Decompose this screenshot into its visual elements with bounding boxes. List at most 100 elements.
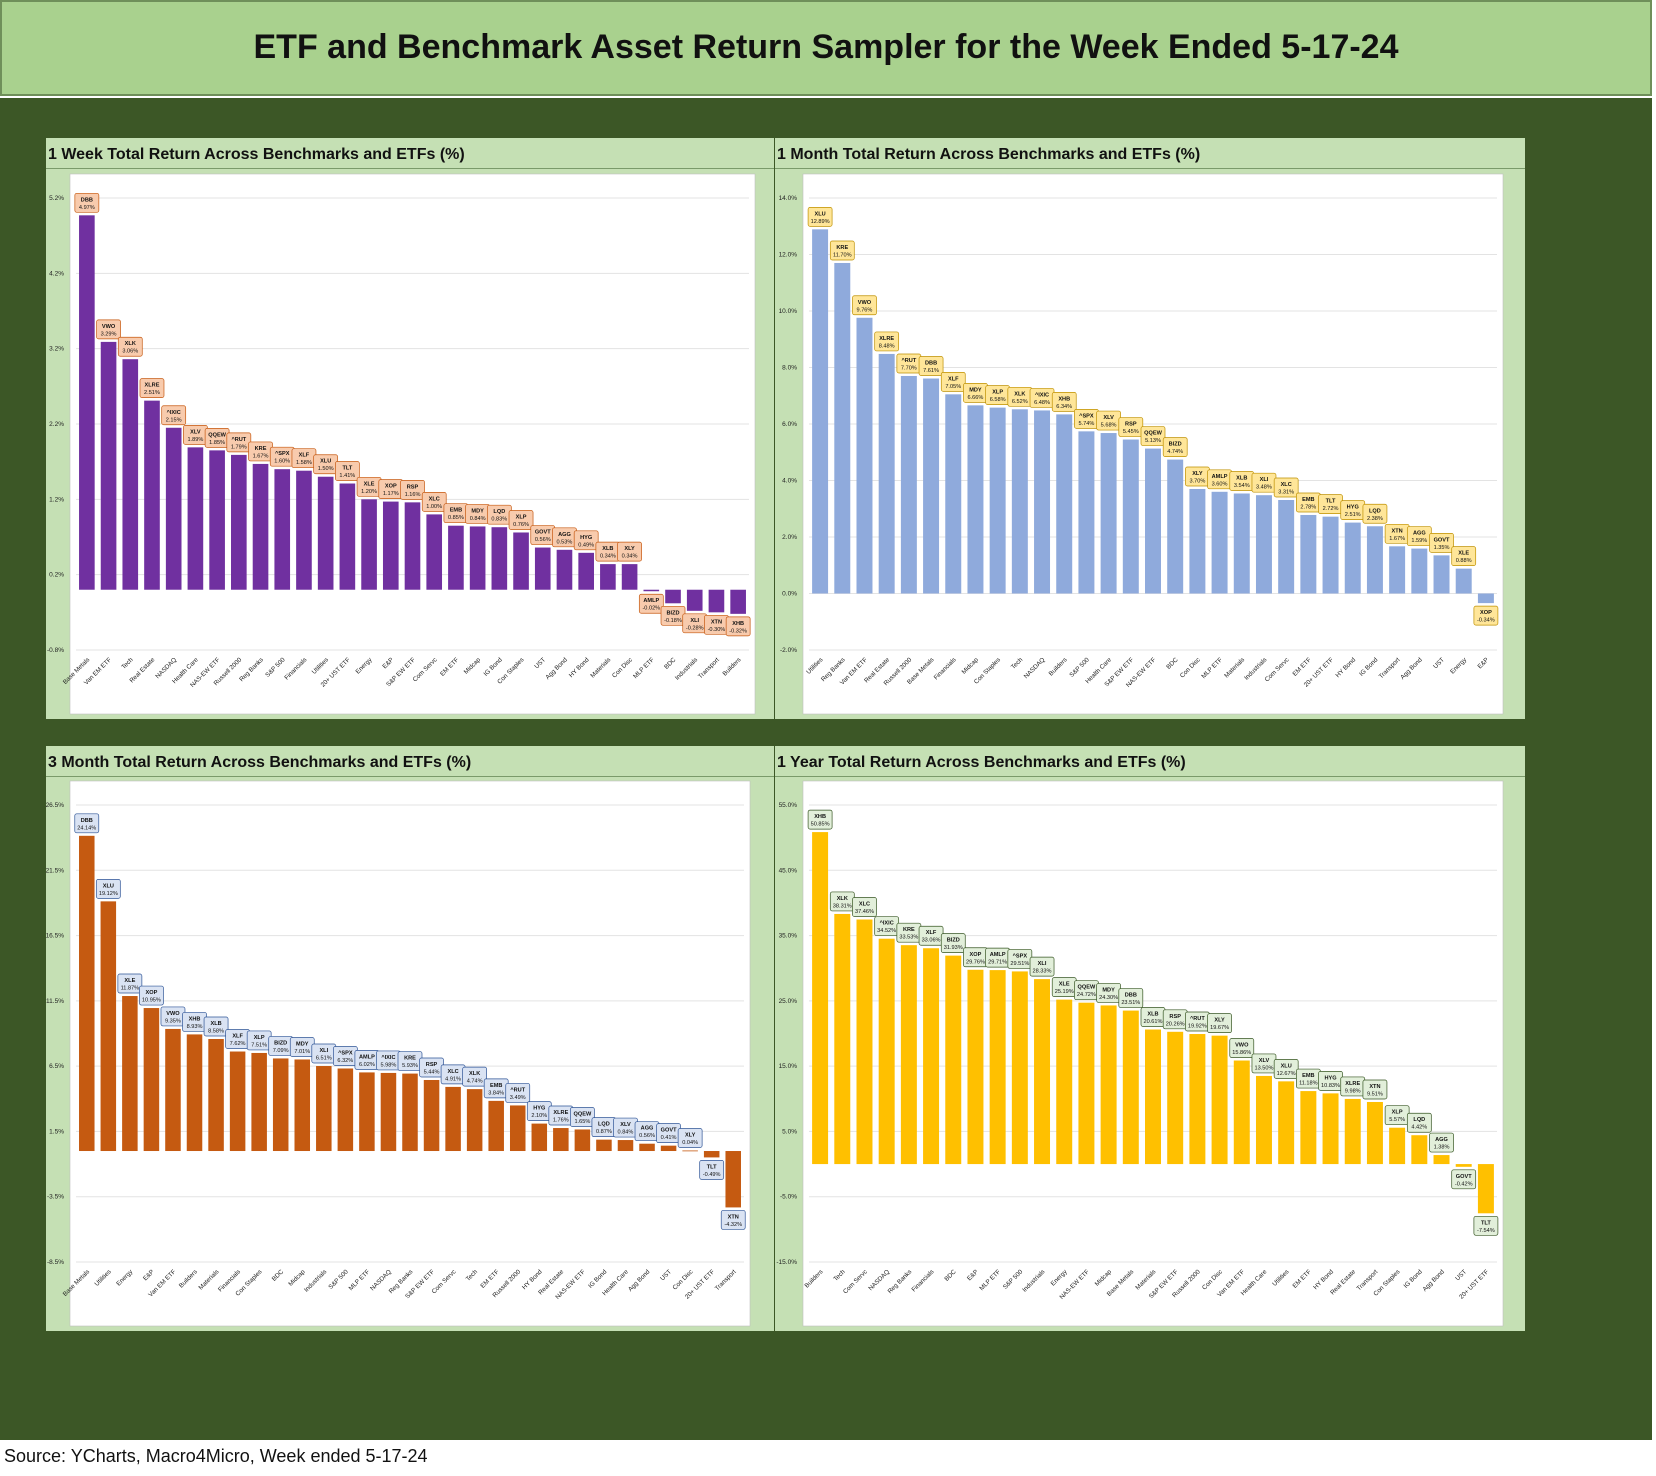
bar-AGG (1433, 1155, 1450, 1165)
bar-XLP (989, 407, 1006, 594)
data-label-value: 3.06% (122, 349, 138, 355)
data-label-box (852, 897, 877, 917)
bar-^SPX (1078, 431, 1095, 594)
data-label-value: 0.41% (661, 1135, 677, 1141)
data-label-KRE: KRE 33.53% (896, 922, 922, 943)
data-label-value: -0.28% (686, 625, 704, 631)
data-label-ticker: AMLP (643, 598, 659, 604)
data-label-ticker: EMB (1302, 1073, 1314, 1079)
data-label-value: 31.93% (944, 945, 963, 951)
data-label-value: 1.67% (1389, 536, 1405, 542)
y-tick-label: 0.0% (782, 591, 797, 598)
y-tick-label: 16.5% (46, 933, 64, 940)
data-label-value: 0.85% (448, 515, 464, 521)
data-label-ticker: XOP (970, 952, 982, 958)
data-label-AGG: AGG 1.38% (1429, 1132, 1454, 1153)
bar-HYG (1344, 522, 1361, 594)
data-label-ticker: HYG (533, 1106, 545, 1112)
bar-^IXIC (1034, 410, 1051, 594)
data-label-BIZD: BIZD 7.09% (268, 1036, 294, 1056)
y-tick-label: 11.5% (46, 998, 64, 1005)
data-label-QQEW: QQEW 1.65% (570, 1107, 595, 1127)
data-label-ticker: XLI (1260, 477, 1269, 483)
data-label-value: 6.58% (990, 397, 1006, 403)
data-label-ticker: LQD (598, 1122, 610, 1128)
data-label-value: 29.76% (966, 959, 985, 965)
data-label-value: 0.88% (1456, 558, 1472, 564)
chart-panel-1-month: 1 Month Total Return Across Benchmarks a… (775, 138, 1525, 719)
data-label-^SPX: ^SPX 6.32% (333, 1046, 358, 1066)
bar-XLF (229, 1051, 246, 1152)
data-label-value: 6.52% (1012, 399, 1028, 405)
y-tick-label: 21.5% (46, 867, 64, 874)
chart-title-1-year: 1 Year Total Return Across Benchmarks an… (777, 754, 1186, 771)
bar-XLF (296, 470, 312, 590)
bar-XLB (208, 1038, 224, 1152)
data-label-box (139, 378, 165, 398)
data-label-ticker: XLK (1014, 391, 1025, 397)
data-label-value: 1.58% (296, 460, 312, 466)
data-label-value: -7.54% (1477, 1228, 1495, 1234)
data-label-box (96, 319, 121, 340)
data-label-ticker: XLB (602, 546, 613, 552)
data-label-value: 4.74% (1167, 449, 1183, 455)
data-label-value: 11.70% (833, 252, 852, 258)
data-label-ticker: GOVT (661, 1128, 677, 1134)
y-tick-label: 0.2% (49, 572, 64, 579)
data-label-value: 5.98% (381, 1062, 397, 1068)
bar-DBB (923, 378, 940, 594)
data-label-ticker: VWO (166, 1011, 180, 1017)
bar-GOVT (534, 547, 551, 590)
data-label-value: 7.09% (273, 1048, 289, 1054)
data-label-value: 15.86% (1232, 1050, 1251, 1056)
data-label-ticker: KRE (404, 1056, 416, 1062)
data-label-value: 1.17% (383, 491, 399, 497)
y-tick-label: 5.0% (782, 1128, 797, 1135)
bar-^IXIC (878, 938, 895, 1165)
data-label-ticker: MDY (296, 1041, 309, 1047)
data-label-value: 5.68% (1101, 423, 1117, 429)
data-label-ticker: XLK (125, 341, 136, 347)
data-label-value: 7.62% (230, 1041, 246, 1047)
data-label-XLU: XLU 19.12% (95, 879, 121, 899)
y-tick-label: 2.0% (782, 534, 797, 541)
chart-panel-1-year: 1 Year Total Return Across Benchmarks an… (775, 746, 1525, 1331)
data-label-box (570, 1107, 595, 1127)
data-label-ticker: ^IXIC (880, 921, 894, 927)
data-label-value: 19.92% (1188, 1024, 1207, 1030)
data-label-ticker: AGG (641, 1126, 654, 1132)
data-label-value: 7.70% (901, 365, 917, 371)
data-label-value: 6.02% (359, 1062, 375, 1068)
bar-XLB (600, 564, 616, 590)
chart-panel-3-month: 3 Month Total Return Across Benchmarks a… (46, 746, 774, 1331)
data-label-value: 3.48% (1256, 485, 1272, 491)
data-label-box (1162, 437, 1188, 457)
data-label-value: 20.61% (1144, 1019, 1163, 1025)
data-label-ticker: VWO (102, 324, 116, 330)
data-label-ticker: XLE (364, 481, 375, 487)
data-label-value: 11.18% (1299, 1081, 1318, 1087)
data-label-ticker: XLRE (145, 383, 160, 389)
data-label-XHB: XHB 8.93% (182, 1012, 207, 1032)
bar-XLI (1034, 979, 1051, 1165)
data-label-box (462, 1066, 487, 1087)
data-label-ticker: HYG (1324, 1075, 1336, 1081)
title-divider (46, 168, 774, 169)
data-label-ticker: XLU (1281, 1063, 1292, 1069)
bar-HYG (1322, 1093, 1339, 1165)
bar-QQEW (574, 1129, 591, 1152)
data-label-ticker: XLI (319, 1048, 328, 1054)
